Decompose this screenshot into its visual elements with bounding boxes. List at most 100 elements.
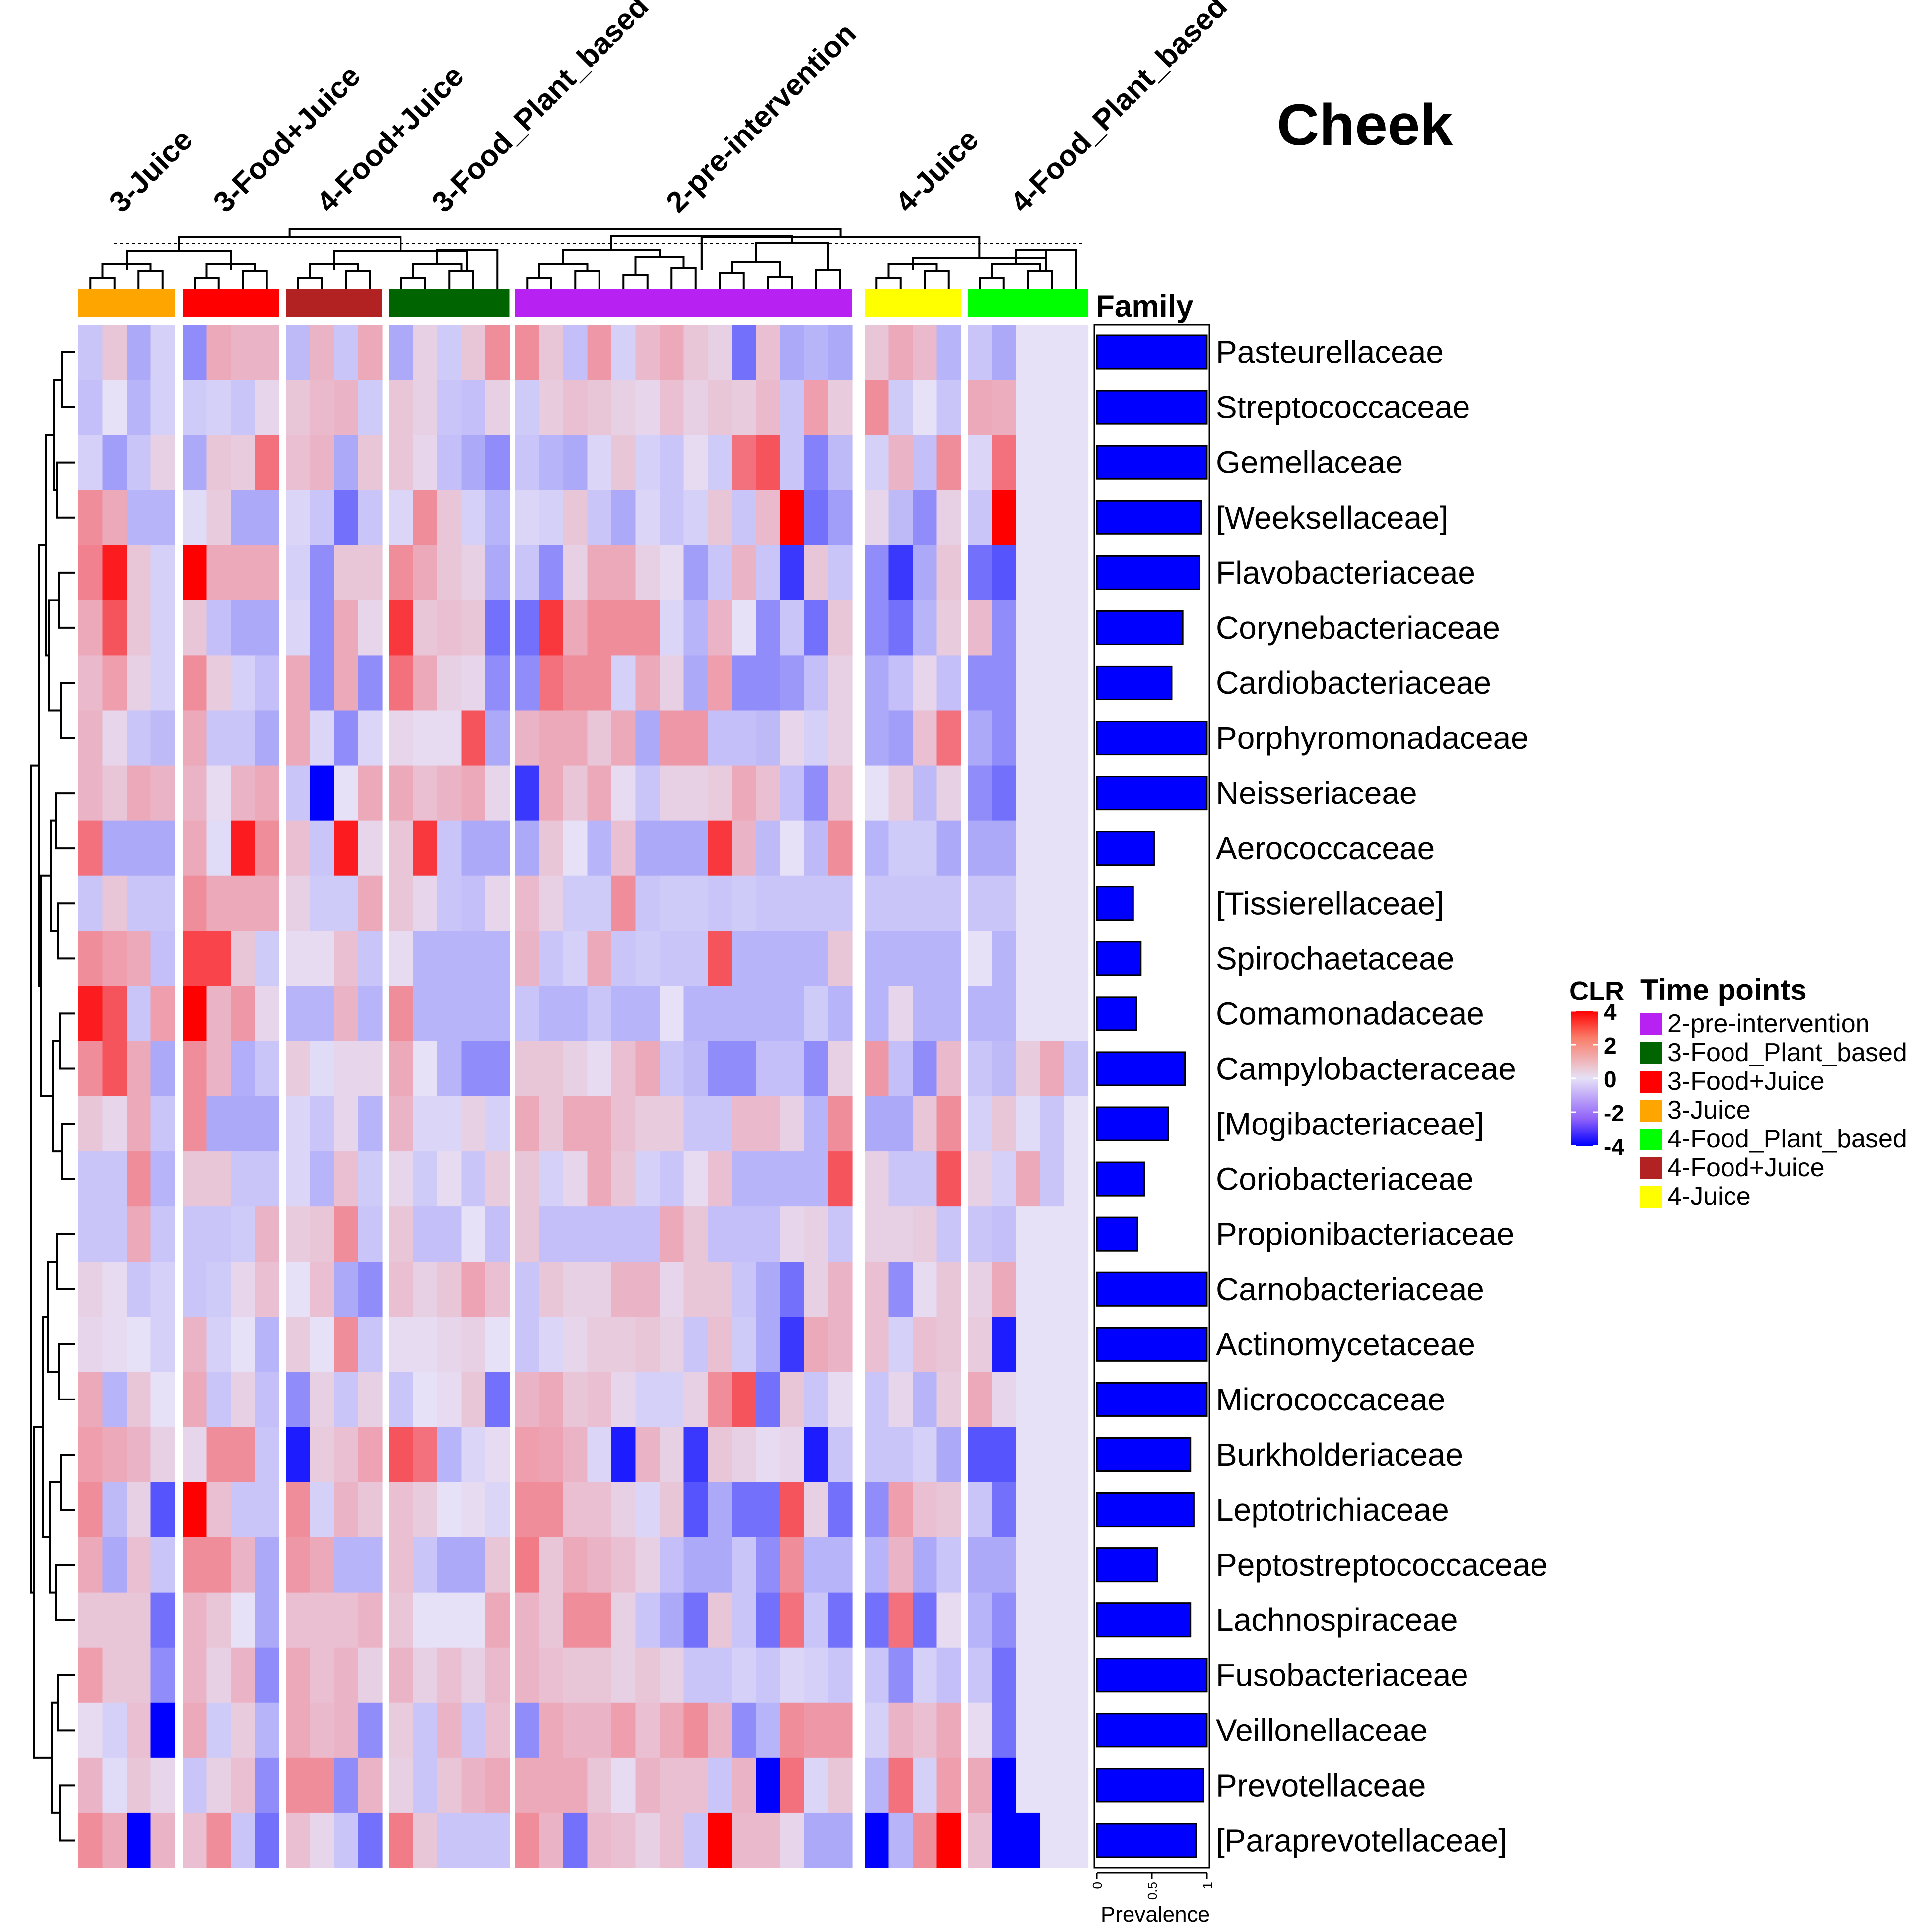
heatmap-cell (461, 1041, 486, 1097)
heatmap-cell (936, 655, 961, 711)
heatmap-cell (611, 1757, 636, 1813)
heatmap-cell (780, 435, 804, 490)
heatmap-cell (286, 1537, 311, 1593)
heatmap-cell (1016, 1151, 1041, 1207)
heatmap-cell (150, 875, 175, 932)
heatmap-cell (413, 1427, 438, 1483)
heatmap-cell (968, 1537, 993, 1593)
heatmap-cell (1040, 655, 1065, 711)
heatmap-cell (102, 380, 127, 435)
heatmap-cell (888, 875, 913, 932)
heatmap-cell (206, 435, 231, 490)
heatmap-cell (732, 1812, 756, 1868)
heatmap-cell (936, 1262, 961, 1317)
heatmap-cell (231, 655, 256, 711)
heatmap-cell (828, 1206, 853, 1262)
heatmap-cell (231, 490, 256, 545)
heatmap-cell (1040, 1482, 1065, 1538)
heatmap-cell (708, 1812, 733, 1868)
heatmap-cell (660, 1206, 684, 1262)
heatmap-cell (255, 931, 279, 987)
heatmap-cell (936, 1151, 961, 1207)
prevalence-bar (1096, 1547, 1158, 1583)
heatmap-cell (936, 931, 961, 987)
heatmap-cell (310, 1427, 334, 1483)
heatmap-cell (660, 1262, 684, 1317)
heatmap-cell (102, 1427, 127, 1483)
heatmap-cell (1040, 1151, 1065, 1207)
heatmap-cell (756, 1151, 781, 1207)
heatmap-cell (611, 545, 636, 600)
heatmap-cell (78, 875, 103, 932)
heatmap-cell (660, 600, 684, 656)
heatmap-cell (683, 1096, 708, 1152)
heatmap-cell (127, 545, 151, 600)
heatmap-cell (756, 1812, 781, 1868)
heatmap-cell (828, 1592, 853, 1648)
heatmap-cell (102, 1041, 127, 1097)
heatmap-cell (756, 931, 781, 987)
heatmap-cell (286, 765, 311, 821)
heatmap-cell (660, 765, 684, 821)
heatmap-cell (1016, 1206, 1041, 1262)
heatmap-cell (611, 1812, 636, 1868)
heatmap-cell (539, 1592, 564, 1648)
heatmap-cell (102, 765, 127, 821)
heatmap-cell (78, 1812, 103, 1868)
heatmap-cell (708, 1096, 733, 1152)
heatmap-cell (1064, 1427, 1089, 1483)
heatmap-cell (413, 931, 438, 987)
prevalence-bar (1096, 665, 1173, 701)
heatmap-cell (389, 986, 414, 1042)
heatmap-cell (78, 380, 103, 435)
heatmap-cell (563, 325, 588, 380)
heatmap-cell (756, 1041, 781, 1097)
family-label: Veillonellaceae (1216, 1712, 1428, 1748)
heatmap-cell (660, 1482, 684, 1538)
heatmap-cell (485, 1262, 510, 1317)
group-bar-2-pre-intervention (515, 289, 852, 317)
heatmap-cell (732, 545, 756, 600)
heatmap-cell (255, 1757, 279, 1813)
heatmap-cell (611, 380, 636, 435)
legend-title: Time points (1640, 973, 1807, 1006)
heatmap-cell (102, 875, 127, 932)
heatmap-cell (992, 1041, 1016, 1097)
heatmap-cell (389, 1262, 414, 1317)
heatmap-cell (635, 1151, 660, 1207)
heatmap-cell (183, 1647, 207, 1703)
legend-swatch (1640, 1013, 1662, 1035)
heatmap-cell (888, 1482, 913, 1538)
heatmap-cell (888, 380, 913, 435)
heatmap-cell (127, 1151, 151, 1207)
heatmap-cell (708, 1372, 733, 1428)
heatmap-cell (358, 380, 383, 435)
heatmap-cell (804, 600, 829, 656)
heatmap-cell (539, 820, 564, 876)
heatmap-cell (913, 435, 937, 490)
heatmap-cell (804, 490, 829, 545)
heatmap-cell (539, 1757, 564, 1813)
heatmap-cell (1064, 325, 1089, 380)
heatmap-cell (358, 1427, 383, 1483)
heatmap-cell (310, 1702, 334, 1758)
heatmap-cell (828, 1537, 853, 1593)
heatmap-cell (485, 875, 510, 932)
heatmap-cell (183, 545, 207, 600)
heatmap-cell (992, 986, 1016, 1042)
heatmap-cell (913, 490, 937, 545)
heatmap-cell (485, 490, 510, 545)
heatmap-cell (1016, 875, 1041, 932)
heatmap-cell (1016, 435, 1041, 490)
heatmap-cell (660, 490, 684, 545)
heatmap-cell (660, 1317, 684, 1372)
heatmap-cell (587, 1041, 612, 1097)
family-label: Coriobacteriaceae (1216, 1161, 1473, 1197)
heatmap-cell (708, 1427, 733, 1483)
heatmap-cell (660, 710, 684, 766)
heatmap-cell (992, 1757, 1016, 1813)
heatmap-cell (127, 1041, 151, 1097)
heatmap-cell (708, 765, 733, 821)
heatmap-cell (334, 710, 359, 766)
